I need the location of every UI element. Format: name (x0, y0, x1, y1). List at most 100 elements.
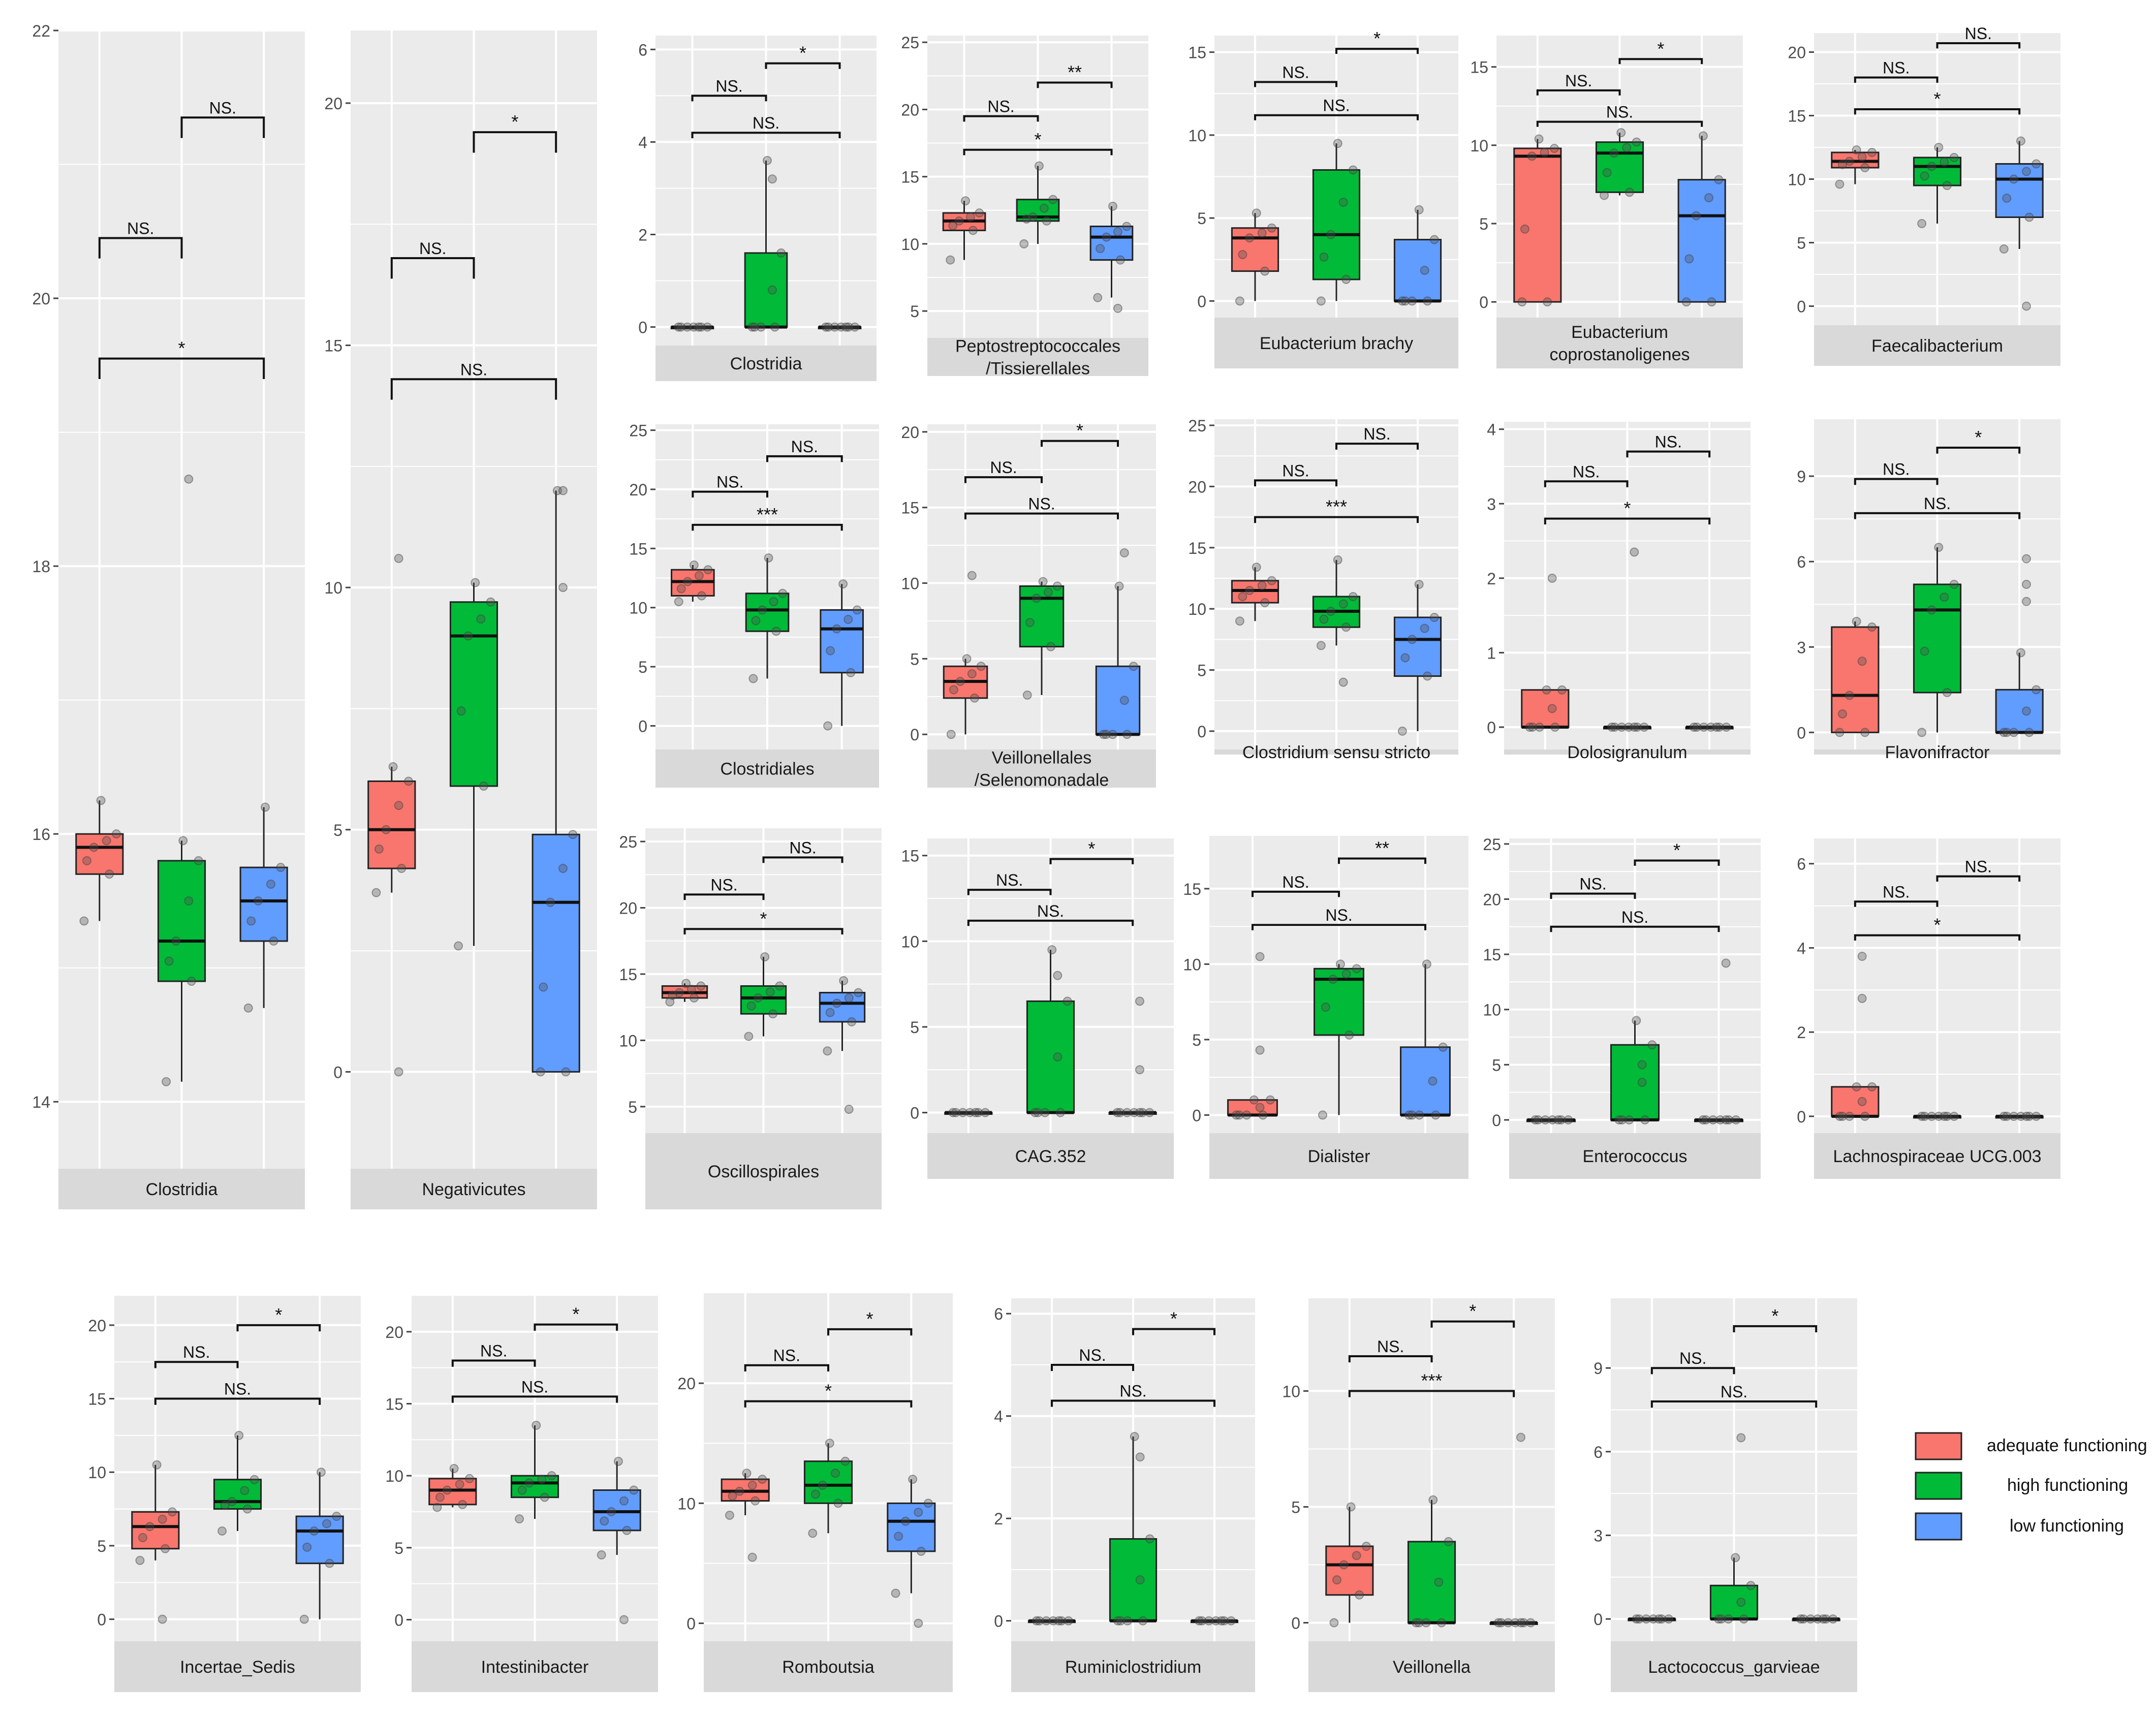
box (744, 252, 788, 328)
data-point (1245, 233, 1255, 243)
outlier-point (1113, 303, 1122, 313)
outlier-point (1547, 573, 1557, 583)
data-point (600, 1516, 609, 1526)
data-point (1920, 171, 1929, 181)
significance-label: * (1657, 38, 1664, 59)
data-point (1637, 1078, 1647, 1087)
box (1089, 226, 1134, 261)
outlier-point (558, 486, 568, 495)
y-tick-label: 20 (324, 95, 342, 113)
data-point (760, 952, 770, 962)
data-point (1706, 723, 1715, 732)
significance-label: NS. (1655, 433, 1682, 451)
data-point (1617, 723, 1627, 732)
data-point (1714, 1614, 1724, 1624)
data-point (696, 322, 706, 332)
data-point (194, 856, 203, 865)
data-point (1138, 1616, 1148, 1626)
y-tick-label: 25 (619, 833, 637, 851)
y-tick-label: 20 (1483, 890, 1501, 909)
data-point (1138, 1108, 1147, 1117)
y-tick-label: 6 (638, 41, 647, 59)
outlier-point (1736, 1433, 1746, 1443)
data-point (1602, 168, 1612, 177)
outlier-point (1135, 1065, 1144, 1075)
data-point (818, 1480, 827, 1490)
box (1521, 689, 1570, 728)
data-point (1731, 1553, 1740, 1563)
y-tick-label: 5 (1192, 1031, 1201, 1049)
data-point (1934, 143, 1944, 152)
data-point (1681, 297, 1691, 307)
data-point (1249, 1095, 1259, 1105)
data-point (105, 869, 114, 879)
data-point (2032, 1111, 2041, 1121)
significance-label: * (1623, 498, 1631, 519)
data-point (1252, 563, 1261, 572)
significance-bracket (683, 893, 765, 900)
y-tick-label: 25 (1188, 417, 1206, 435)
outlier-point (2021, 554, 2031, 564)
significance-bracket (1132, 1328, 1215, 1335)
data-point (756, 322, 766, 332)
data-point (1341, 274, 1351, 284)
outlier-point (1053, 971, 1063, 980)
significance-label: NS. (1924, 494, 1951, 513)
y-tick-label: 0 (1197, 292, 1206, 310)
data-point (681, 979, 691, 988)
data-point (1949, 580, 1959, 589)
data-point (1837, 160, 1847, 169)
y-tick-label: 15 (1183, 880, 1201, 898)
y-tick-label: 4 (1487, 421, 1496, 439)
y-tick-label: 10 (1470, 137, 1488, 155)
y-tick-label: 9 (1593, 1359, 1603, 1378)
data-point (1319, 614, 1329, 624)
data-point (694, 571, 704, 580)
data-point (697, 591, 706, 601)
significance-bracket (744, 1400, 913, 1408)
data-point (1714, 723, 1724, 732)
data-point (1917, 728, 1927, 737)
data-point (1857, 1097, 1867, 1106)
significance-bracket (692, 490, 768, 498)
data-point (158, 1514, 167, 1524)
strip-background (1509, 1133, 1761, 1179)
data-point (249, 1475, 259, 1484)
data-point (1630, 723, 1639, 732)
data-point (1101, 730, 1111, 739)
significance-label: NS. (480, 1342, 507, 1360)
significance-bracket (1544, 480, 1629, 487)
y-tick-label: 5 (1797, 234, 1806, 253)
data-point (1234, 1110, 1244, 1120)
strip-background (1504, 750, 1751, 755)
strip-label: coprostanoligenes (1550, 345, 1690, 364)
data-point (823, 1046, 832, 1056)
panel: 0 2 4 6 NS. * NS. Clostridia (638, 36, 877, 381)
data-point (168, 1507, 177, 1517)
strip-background (1814, 750, 2060, 755)
strip-label: /Tissierellales (986, 359, 1090, 379)
data-point (1038, 577, 1048, 586)
y-tick-label: 15 (385, 1395, 403, 1414)
y-tick-label: 10 (901, 575, 919, 593)
data-point (1550, 144, 1559, 153)
significance-bracket (1254, 516, 1419, 523)
data-point (682, 322, 692, 332)
box (1913, 583, 1962, 694)
data-point (1716, 1614, 1726, 1624)
data-point (1699, 723, 1709, 732)
significance-bracket (765, 62, 841, 69)
data-point (1860, 163, 1870, 172)
data-point (404, 776, 414, 786)
data-point (2032, 159, 2041, 169)
significance-bracket (1348, 1355, 1433, 1363)
data-point (2021, 706, 2031, 716)
data-point (1519, 1618, 1528, 1628)
data-point (946, 255, 955, 265)
data-point (1940, 592, 1949, 602)
significance-label: NS. (1621, 908, 1648, 926)
data-point (1412, 1618, 1421, 1628)
y-tick-label: 25 (629, 422, 647, 440)
data-point (1934, 543, 1944, 552)
